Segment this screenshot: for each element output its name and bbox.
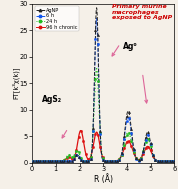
Legend: AgNP, 6 h, 24 h, 96 h chronic: AgNP, 6 h, 24 h, 96 h chronic <box>35 6 79 31</box>
Text: Ag⁰: Ag⁰ <box>123 42 138 51</box>
Text: Primary murine
macrophages
exposed to AgNP: Primary murine macrophages exposed to Ag… <box>112 4 172 20</box>
Text: AgS₂: AgS₂ <box>42 95 62 104</box>
Y-axis label: FT[k³χ(k)]: FT[k³χ(k)] <box>11 67 19 99</box>
X-axis label: R (Å): R (Å) <box>94 174 113 184</box>
